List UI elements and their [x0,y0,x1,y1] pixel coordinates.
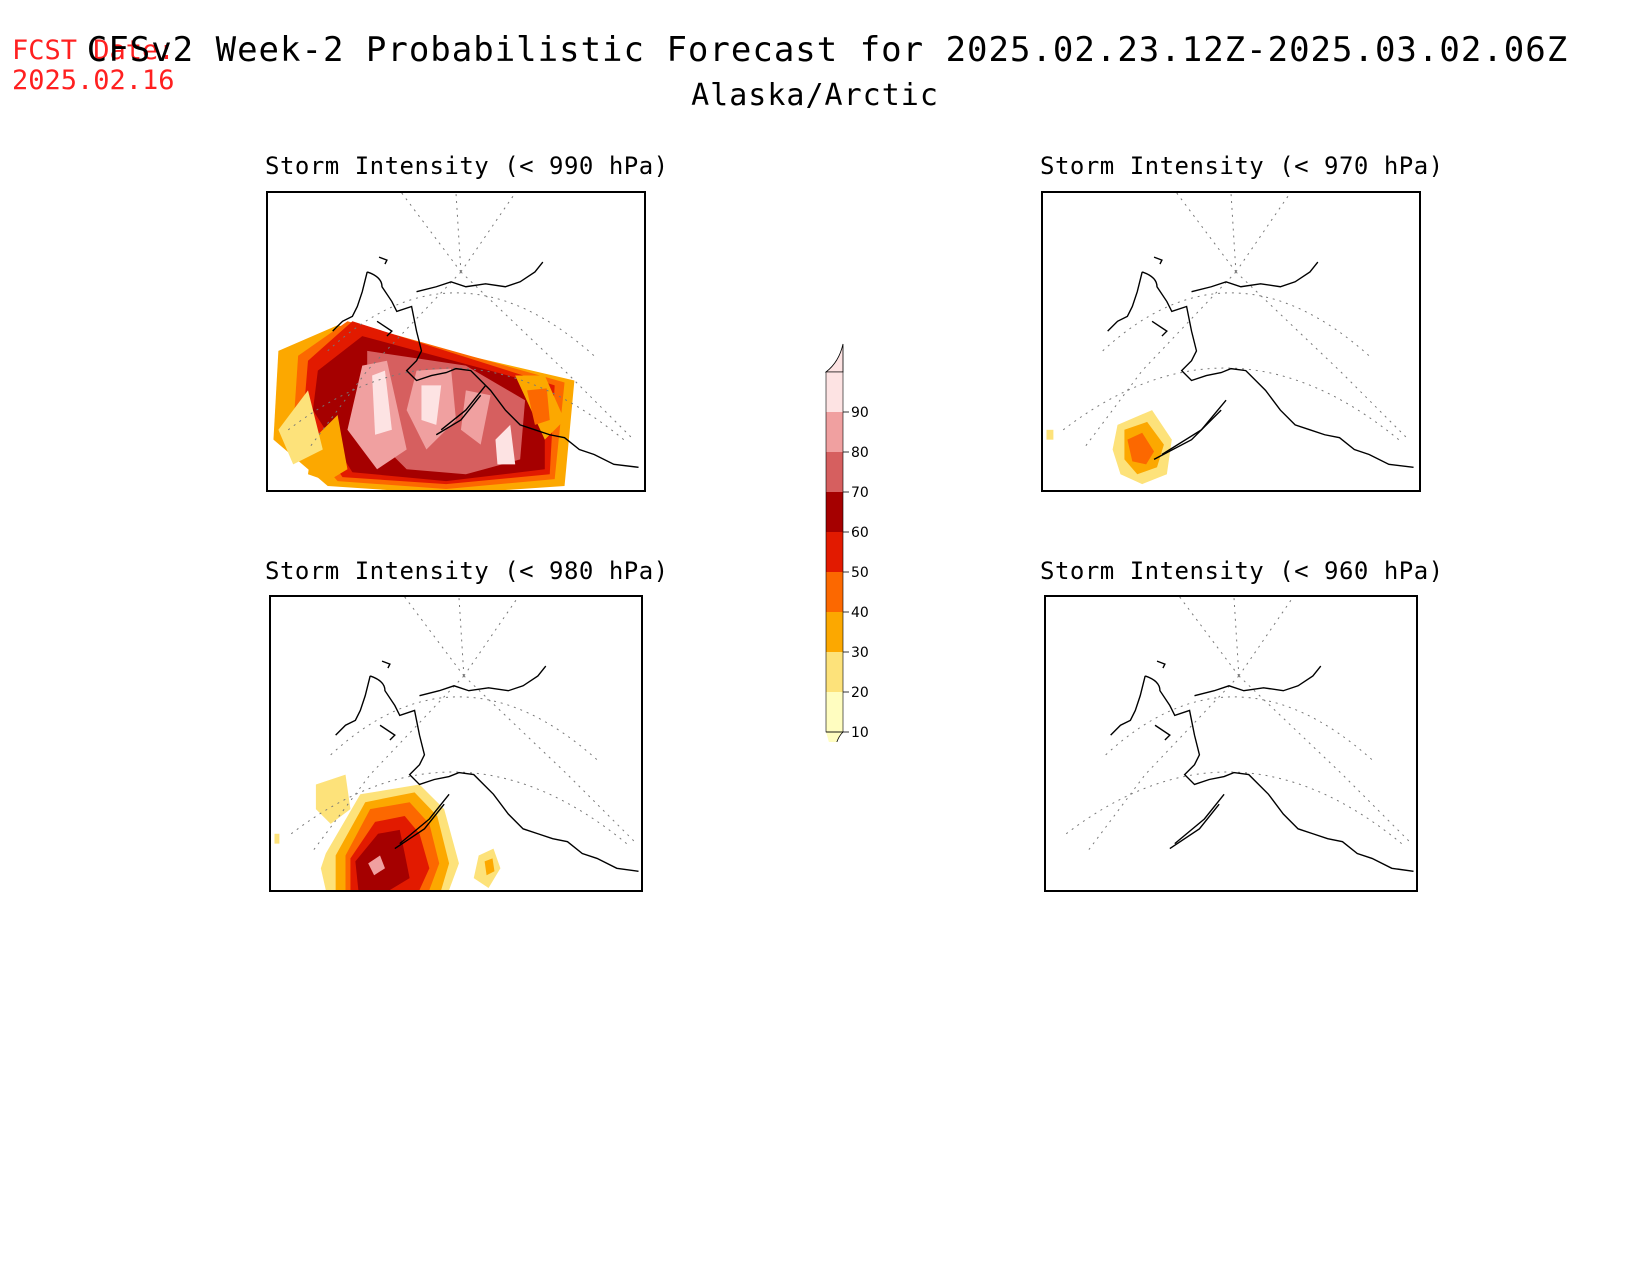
probability-colorbar: 10 20 30 40 50 60 70 80 90 [820,332,880,771]
colorbar-label: 60 [851,525,869,541]
map-panel-960 [1044,595,1418,892]
map-980 [274,597,639,890]
colorbar-frame [825,371,844,733]
colorbar-box [826,372,843,412]
map-970 [1046,193,1414,485]
map-panel-990 [266,191,646,492]
colorbar-box [826,652,843,692]
colorbar-box [826,612,843,652]
colorbar-label: 20 [851,685,869,701]
graticule-lines [1062,193,1409,450]
forecast-date-label: FCST Date: [12,35,175,66]
panel-title-960: Storm Intensity (< 960 hPa) [1040,557,1444,585]
colorbar-box [826,572,843,612]
colorbar-label: 90 [851,405,869,421]
forecast-date-value: 2025.02.16 [12,65,175,96]
graticule-lines [290,597,637,854]
coastline [335,660,639,872]
main-title: CFSv2 Week-2 Probabilistic Forecast for … [0,30,1650,70]
map-990 [273,193,639,490]
colorbar-label: 70 [851,485,869,501]
panel-title-970: Storm Intensity (< 970 hPa) [1040,152,1444,180]
panel-title-990: Storm Intensity (< 990 hPa) [265,152,669,180]
colorbar-label: 10 [851,725,869,741]
colorbar-bottom-cap [826,731,844,771]
colorbar-label: 50 [851,565,869,581]
colorbar-label: 30 [851,645,869,661]
main-title-text: CFSv2 Week-2 Probabilistic Forecast for … [86,30,1569,70]
coastline [1107,256,1414,468]
colorbar-box [826,452,843,492]
forecast-date-block: FCST Date: 2025.02.16 [12,36,175,96]
colorbar-box [826,532,843,572]
region-subtitle: Alaska/Arctic [691,78,939,113]
map-panel-980 [269,595,643,892]
probability-shading [1046,410,1172,485]
colorbar-box [826,692,843,732]
probability-shading [274,774,501,890]
colorbar-box [826,412,843,452]
colorbar-top-cap [824,343,844,373]
probability-shading [273,321,575,490]
graticule-lines [287,193,634,450]
map-960 [1065,597,1414,872]
colorbar-graphic: 10 20 30 40 50 60 70 80 90 [824,343,869,771]
colorbar-box [826,492,843,532]
map-panel-970 [1041,191,1421,492]
coastline [1110,660,1414,872]
colorbar-label: 80 [851,445,869,461]
coastline [332,256,639,468]
colorbar-label: 40 [851,605,869,621]
panel-title-980: Storm Intensity (< 980 hPa) [265,557,669,585]
graticule-lines [1065,597,1412,854]
